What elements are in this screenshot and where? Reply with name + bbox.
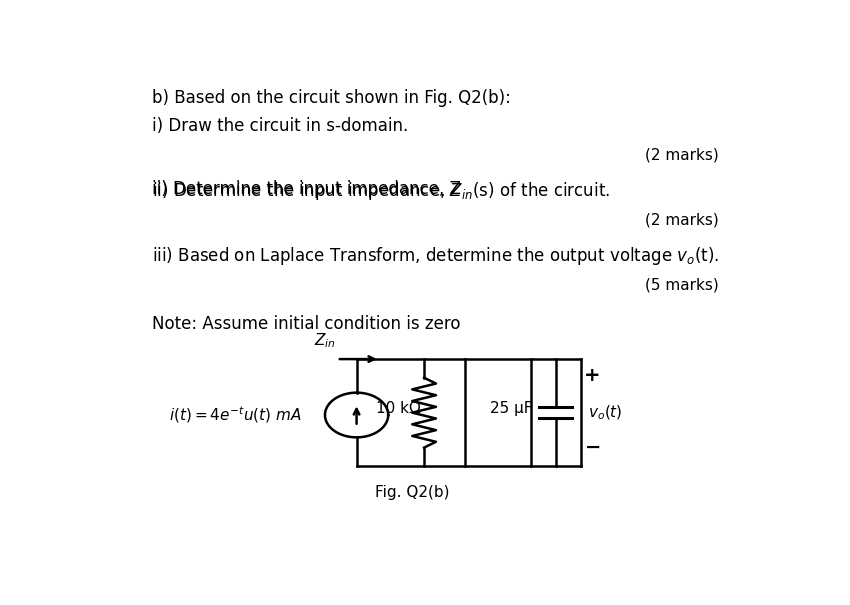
Text: (2 marks): (2 marks): [645, 212, 719, 227]
Text: Fig. Q2(b): Fig. Q2(b): [376, 485, 450, 500]
Text: $i(t) = 4e^{-t}u(t)$ mA: $i(t) = 4e^{-t}u(t)$ mA: [169, 405, 302, 425]
Text: b) Based on the circuit shown in Fig. Q2(b):: b) Based on the circuit shown in Fig. Q2…: [152, 89, 511, 107]
Text: (2 marks): (2 marks): [645, 147, 719, 162]
Text: ii) Determine the input impedance, $Z_{in}$(s) of the circuit.: ii) Determine the input impedance, $Z_{i…: [152, 180, 610, 201]
Text: i) Draw the circuit in s-domain.: i) Draw the circuit in s-domain.: [152, 117, 409, 135]
Text: $v_o(t)$: $v_o(t)$: [588, 404, 623, 422]
Text: (5 marks): (5 marks): [645, 278, 719, 293]
Text: iii) Based on Laplace Transform, determine the output voltage $v_o$(t).: iii) Based on Laplace Transform, determi…: [152, 245, 720, 267]
Text: +: +: [584, 366, 600, 385]
Text: −: −: [585, 438, 602, 457]
Text: Note: Assume initial condition is zero: Note: Assume initial condition is zero: [152, 315, 461, 333]
Text: 10 kΩ: 10 kΩ: [376, 401, 421, 416]
Text: $Z_{in}$: $Z_{in}$: [314, 331, 336, 350]
Text: 25 μF: 25 μF: [490, 401, 532, 416]
Text: ii) Determine the input impedance, Z: ii) Determine the input impedance, Z: [152, 180, 462, 198]
